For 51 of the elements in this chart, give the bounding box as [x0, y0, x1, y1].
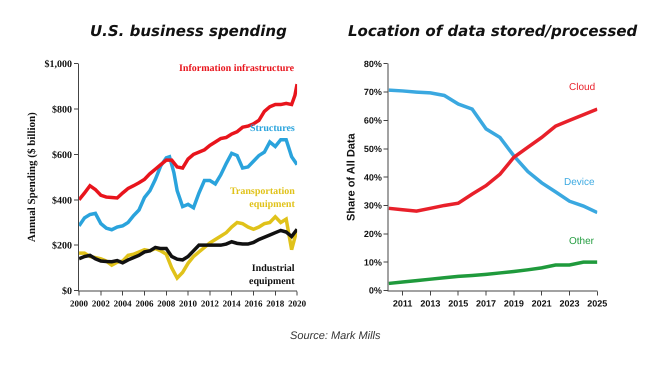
x-tick-label: 2006: [135, 298, 154, 308]
y-tick-label: $0: [62, 286, 72, 298]
x-tick-label: 2023: [559, 298, 580, 308]
series-label: Transportation equipment: [230, 186, 296, 210]
y-tick-label: 20%: [364, 228, 382, 239]
x-tick-label: 2019: [504, 298, 524, 308]
x-tick-label: 2002: [92, 298, 110, 308]
y-tick-label: 30%: [364, 200, 382, 211]
y-tick-label: 80%: [364, 58, 382, 69]
source-note: Source: Mark Mills: [290, 330, 381, 342]
y-tick-label: 40%: [364, 172, 382, 182]
line-series: [79, 138, 298, 232]
y-tick-label: 0%: [368, 286, 382, 296]
x-tick-label: 2021: [532, 298, 552, 308]
y-tick-label: $1,000: [44, 59, 72, 70]
line-series: [388, 260, 598, 286]
y-tick-label: $400: [52, 195, 72, 206]
y-tick-label: $600: [52, 150, 72, 161]
chart-title: Location of data stored/processed: [348, 22, 638, 40]
x-tick-label: 2016: [244, 298, 263, 308]
x-tick-label: 2011: [392, 298, 412, 308]
series-label: Information infrastructure: [179, 63, 295, 74]
x-tick-label: 2000: [70, 298, 89, 308]
x-tick-label: 2012: [200, 298, 220, 308]
y-tick-label: 10%: [364, 257, 382, 268]
y-tick-label: 70%: [364, 87, 382, 98]
y-tick-label: $200: [52, 240, 72, 252]
x-tick-label: 2014: [222, 298, 242, 308]
x-tick-label: 2008: [157, 298, 176, 308]
line-series: [79, 228, 298, 265]
series-label: Industrial equipment: [249, 263, 296, 287]
x-tick-label: 2013: [420, 298, 440, 308]
x-tick-label: 2025: [587, 298, 608, 308]
line-series: [388, 107, 598, 213]
x-tick-label: 2004: [114, 298, 132, 308]
series-label: Cloud: [569, 82, 596, 93]
x-tick-label: 2018: [266, 298, 285, 308]
y-axis-title: Annual Spending ($ billion): [26, 112, 38, 242]
x-tick-label: 2020: [288, 298, 307, 308]
x-tick-label: 2010: [179, 298, 198, 308]
series-label: Other: [569, 236, 595, 247]
series-label: Device: [564, 177, 596, 188]
y-tick-label: 50%: [364, 144, 382, 154]
x-tick-label: 2017: [476, 298, 496, 308]
chart-title: U.S. business spending: [90, 22, 288, 40]
line-series: [79, 82, 298, 202]
y-tick-label: $800: [52, 104, 72, 116]
series-label: Structures: [250, 123, 295, 134]
y-axis-title: Share of All Data: [346, 132, 358, 221]
y-tick-label: 60%: [364, 116, 382, 126]
x-tick-label: 2015: [448, 298, 468, 308]
